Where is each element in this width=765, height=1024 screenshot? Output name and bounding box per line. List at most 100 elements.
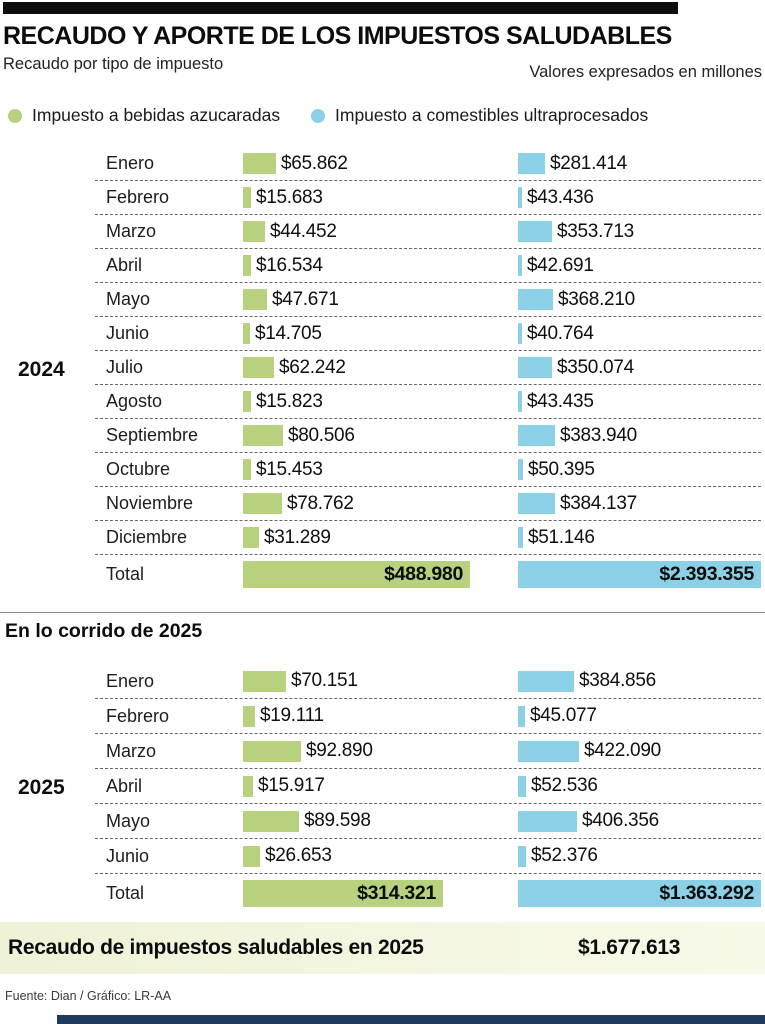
table-row: Junio $14.705 $40.764 [95,317,761,351]
cell-comestibles: $40.764 [518,323,761,345]
bar-comestibles [518,459,523,480]
year-label: 2025 [18,776,65,799]
bar-bebidas [243,670,286,692]
cell-bebidas: $70.151 [243,670,518,692]
cell-comestibles: $45.077 [518,705,761,727]
legend-item: Impuesto a bebidas azucaradas [8,105,311,126]
cell-bebidas-total: $314.321 [243,879,518,907]
total-bar-bebidas: $314.321 [243,879,443,907]
total-label: Total [106,563,145,584]
value-label: $92.890 [306,740,373,761]
value-label: $50.395 [528,458,595,480]
value-label: $43.436 [527,186,594,208]
value-label: $384.137 [560,492,637,514]
bar-comestibles [518,493,555,514]
legend-label: Impuesto a bebidas azucaradas [32,105,281,125]
source-credit: Fuente: Dian / Gráfico: LR-AA [5,989,172,1003]
cell-comestibles: $422.090 [518,740,761,762]
cell-bebidas: $78.762 [243,493,518,515]
month-label: Abril [106,775,143,796]
cell-bebidas: $62.242 [243,357,518,379]
value-label: $384.856 [579,670,656,691]
bar-bebidas [243,810,299,832]
value-label: $16.534 [256,254,323,276]
cell-bebidas: $31.289 [243,527,518,549]
cell-comestibles: $51.146 [518,527,761,549]
table-row: Febrero $19.111 $45.077 [95,699,761,734]
total-label: Total [106,882,145,903]
value-label: $15.683 [256,186,323,208]
bar-comestibles [518,153,545,174]
value-label: $78.762 [287,492,354,514]
table-row: Agosto $15.823 $43.435 [95,385,761,419]
table-row: Diciembre $31.289 $51.146 [95,521,761,555]
value-label: $19.111 [260,705,324,726]
cell-bebidas: $15.683 [243,187,518,209]
cell-bebidas: $26.653 [243,845,518,867]
value-label: $31.289 [264,526,331,548]
cell-comestibles: $43.436 [518,187,761,209]
month-label: Enero [106,153,155,173]
cell-bebidas: $65.862 [243,153,518,175]
bar-bebidas [243,255,251,276]
bar-comestibles [518,810,577,832]
bar-bebidas [243,323,250,344]
bar-bebidas [243,391,251,412]
section-2024: 2024 Enero $65.862 $281.414 Febrero $15.683 $4… [3,147,762,593]
units-note: Valores expresados en millones [529,63,762,81]
legend-label: Impuesto a comestibles ultraprocesados [335,105,649,125]
value-label: $422.090 [584,740,661,761]
month-label: Abril [106,255,143,275]
cell-comestibles: $50.395 [518,459,761,481]
cell-bebidas: $92.890 [243,740,518,762]
cell-bebidas: $80.506 [243,425,518,447]
cell-comestibles: $384.856 [518,670,761,692]
bar-comestibles [518,357,552,378]
month-label: Mayo [106,810,151,831]
bar-bebidas [243,357,274,378]
cell-comestibles: $406.356 [518,810,761,832]
value-label: $383.940 [560,424,637,446]
bar-bebidas [243,153,276,174]
bar-comestibles [518,775,526,797]
comestibles-legend-dot-icon [311,108,325,123]
month-label: Julio [106,357,144,377]
cell-bebidas: $89.598 [243,810,518,832]
value-label: $281.414 [550,152,627,174]
bar-bebidas [243,187,251,208]
month-label: Diciembre [106,527,188,547]
section-header: En lo corrido de 2025 [5,620,203,642]
value-label: $368.210 [558,288,635,310]
value-label: $70.151 [291,670,358,691]
value-label: $40.764 [527,322,594,344]
chart-sections: 2024 Enero $65.862 $281.414 Febrero $15.683 $4… [0,147,765,912]
table-row: Marzo $92.890 $422.090 [95,734,761,769]
month-label: Enero [106,670,155,691]
value-label: $15.917 [258,775,325,796]
bottom-rule [57,1015,765,1024]
cell-comestibles-total: $1.363.292 [518,879,761,907]
cell-comestibles: $281.414 [518,153,761,175]
cell-bebidas: $15.453 [243,459,518,481]
bar-comestibles [518,391,522,412]
value-label: $42.691 [527,254,594,276]
total-row: Total $488.980 $2.393.355 [95,555,761,593]
value-label: $15.823 [256,390,323,412]
table-row: Junio $26.653 $52.376 [95,839,761,874]
data-table: 2024 Enero $65.862 $281.414 Febrero $15.683 $4… [18,147,761,593]
page-title: RECAUDO Y APORTE DE LOS IMPUESTOS SALUDA… [3,22,672,50]
table-row: Julio $62.242 $350.074 [95,351,761,385]
bar-comestibles [518,323,522,344]
summary-band: Recaudo de impuestos saludables en 2025 … [0,922,765,974]
bar-bebidas [243,493,282,514]
value-label: $65.862 [281,152,348,174]
subtitle-row: Recaudo por tipo de impuesto Valores exp… [3,55,762,81]
value-label: $62.242 [279,356,346,378]
cell-comestibles: $368.210 [518,289,761,311]
bar-comestibles [518,289,553,310]
cell-comestibles: $52.536 [518,775,761,797]
bar-bebidas [243,740,301,762]
cell-comestibles: $43.435 [518,391,761,413]
bar-comestibles [518,187,522,208]
value-label: $52.376 [531,845,598,866]
